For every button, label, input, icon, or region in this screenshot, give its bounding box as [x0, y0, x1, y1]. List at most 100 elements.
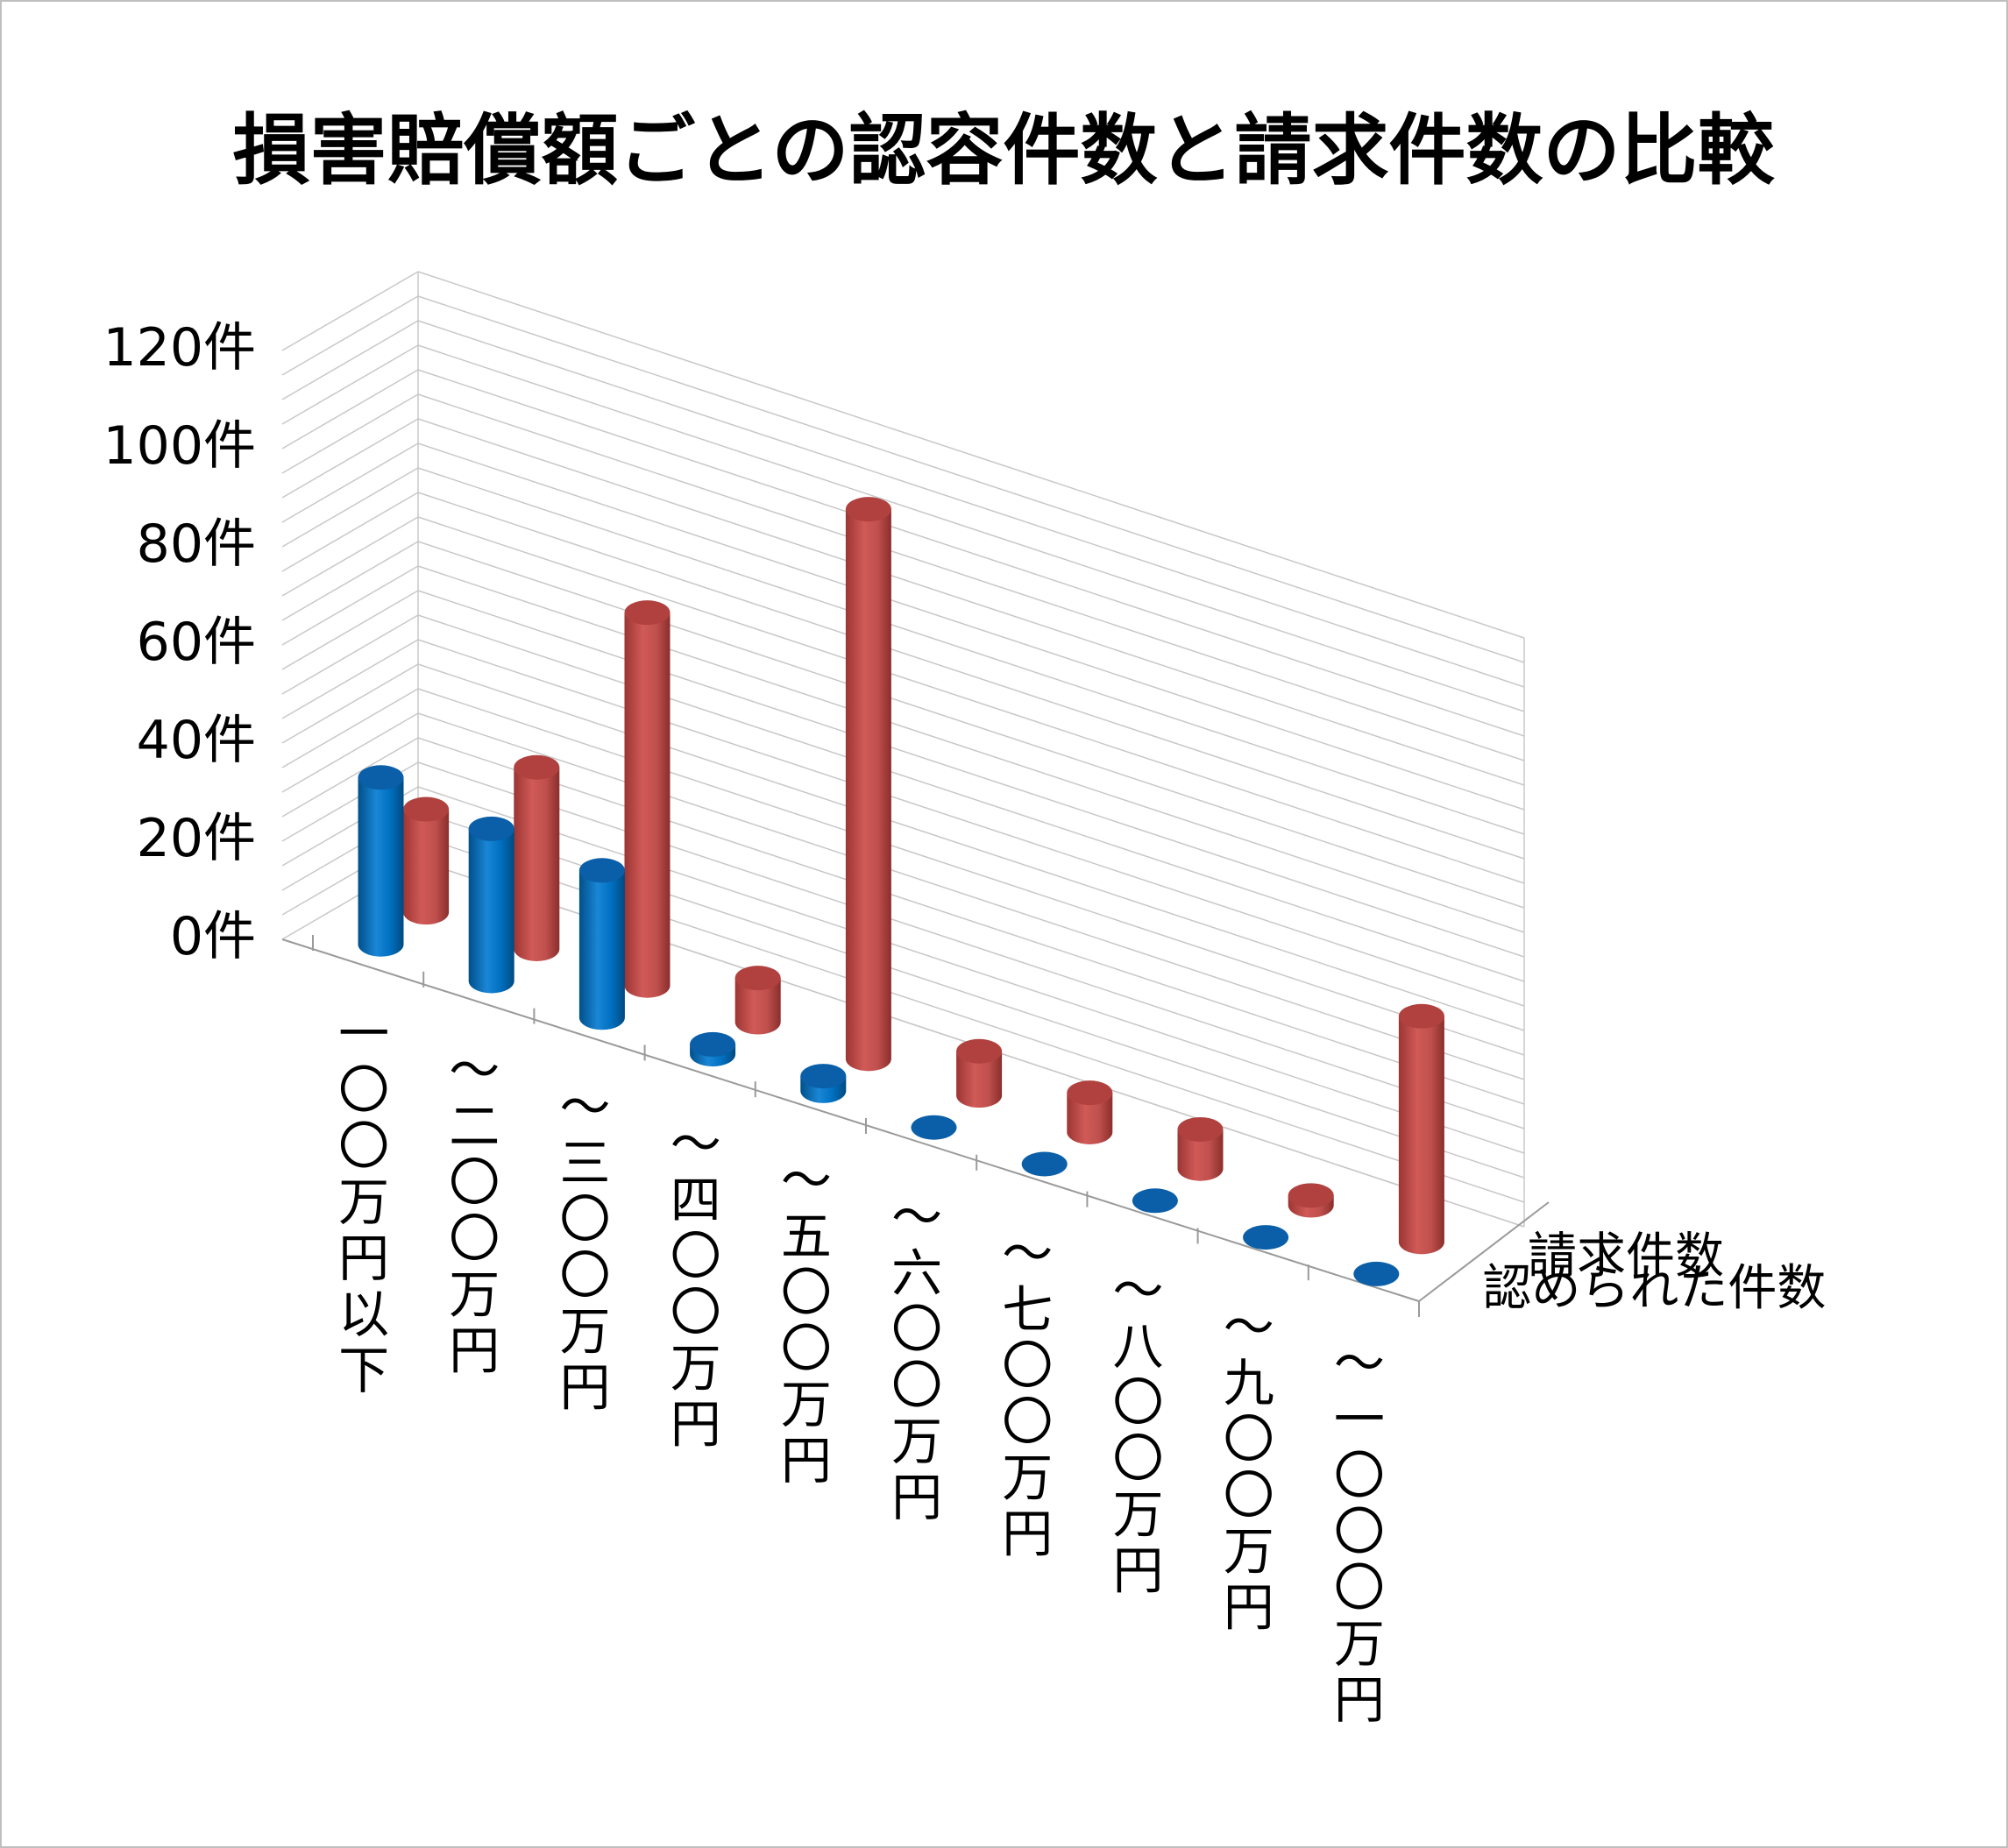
- bar-cylinder-top: [734, 966, 781, 991]
- grid-layer: [281, 271, 1525, 1228]
- side-gridline: [281, 492, 419, 572]
- category-label-char: 〇: [1002, 1336, 1053, 1396]
- y-tick-label: 60件: [137, 612, 256, 673]
- category-label-char: 〇: [1112, 1373, 1163, 1433]
- category-label-char: 万: [449, 1265, 500, 1325]
- category-label-char: ～: [781, 1151, 832, 1210]
- category-label-char: ～: [449, 1041, 500, 1101]
- category-label-char: 万: [671, 1338, 721, 1398]
- category-label-char: 〇: [559, 1190, 610, 1250]
- category-label-char: ～: [891, 1187, 942, 1247]
- y-tick-label: 80件: [137, 513, 256, 575]
- category-label-char: ～: [1002, 1224, 1053, 1284]
- category-label-char: 〇: [1334, 1558, 1385, 1618]
- side-gridline: [281, 443, 419, 523]
- category-label-char: 〇: [671, 1282, 721, 1342]
- bar-cylinder-top: [1177, 1116, 1224, 1142]
- category-label-char: ～: [559, 1078, 610, 1137]
- bar-cylinder-top: [845, 497, 891, 522]
- category-label-char: 〇: [338, 1060, 389, 1120]
- back-gridline: [417, 271, 1525, 639]
- category-label-char: 〇: [781, 1263, 832, 1322]
- bar-cylinder-top: [1067, 1080, 1113, 1106]
- label-layer: 0件20件40件60件80件100件120件請求件数認められた件数一〇〇万円以下…: [103, 317, 1826, 1730]
- back-gridline: [417, 492, 1525, 860]
- back-gridline: [417, 295, 1525, 663]
- category-label-char: 〇: [671, 1226, 721, 1285]
- back-gridline: [417, 737, 1525, 1105]
- bar-cylinder-body: [1067, 1093, 1113, 1144]
- bar-cylinder-top: [956, 1038, 1003, 1064]
- series-label: 認められた件数: [1482, 1260, 1826, 1317]
- category-label-char: 円: [1112, 1541, 1163, 1601]
- bar-cylinder-top: [690, 1031, 736, 1057]
- category-label-char: 万: [1002, 1448, 1053, 1508]
- category-label-char: 三: [559, 1134, 610, 1193]
- back-gridline: [417, 541, 1525, 909]
- y-tick-label: 100件: [103, 415, 256, 477]
- depth-axis-line: [1418, 1201, 1550, 1302]
- category-label-char: 五: [781, 1207, 832, 1266]
- category-label-char: 〇: [1334, 1502, 1385, 1561]
- bar-cylinder-body: [1398, 1016, 1444, 1255]
- bar-cylinder-top: [1353, 1261, 1400, 1286]
- side-gridline: [281, 565, 419, 646]
- bar-cylinder-top: [1398, 1003, 1444, 1029]
- bar-cylinder-body: [845, 509, 891, 1072]
- category-label-char: ～: [1224, 1297, 1274, 1356]
- category-label-char: ～: [671, 1114, 721, 1173]
- y-tick-label: 120件: [103, 317, 256, 379]
- category-label-char: 一: [1334, 1390, 1385, 1449]
- side-gridline: [281, 344, 419, 425]
- bar-cylinder-body: [1177, 1129, 1224, 1181]
- side-gridline: [281, 614, 419, 695]
- side-gridline: [281, 712, 419, 793]
- bar-cylinder-body: [624, 612, 671, 998]
- bar-cylinder-top: [1021, 1151, 1068, 1177]
- y-tick-label: 20件: [137, 808, 256, 869]
- category-label-char: 万: [559, 1302, 610, 1362]
- side-gridline: [281, 467, 419, 548]
- side-gridline: [281, 418, 419, 499]
- series-label: 請求件数: [1528, 1228, 1724, 1285]
- category-label-char: 万: [1224, 1521, 1274, 1581]
- y-tick-label: 40件: [137, 710, 256, 771]
- bar-cylinder-body: [358, 777, 404, 957]
- category-label-char: 円: [781, 1431, 832, 1490]
- chart-title: 損害賠償額ごとの認容件数と請求件数の比較: [232, 104, 1775, 195]
- category-label-char: 〇: [781, 1319, 832, 1378]
- back-gridline: [417, 565, 1525, 933]
- bar-cylinder-top: [403, 797, 450, 822]
- bar-cylinder-body: [403, 809, 450, 925]
- back-gridline: [417, 320, 1525, 688]
- side-gridline: [281, 688, 419, 768]
- back-gridline: [417, 393, 1525, 761]
- category-label-char: ～: [1334, 1334, 1385, 1393]
- category-label-char: 円: [338, 1228, 389, 1288]
- back-gridline: [417, 639, 1525, 1007]
- bar-cylinder-top: [624, 600, 671, 626]
- category-label-char: 八: [1112, 1317, 1163, 1377]
- side-gridline: [281, 737, 419, 818]
- category-label-char: 七: [1002, 1280, 1053, 1340]
- bar-cylinder-top: [1288, 1183, 1334, 1208]
- category-label-char: 〇: [1112, 1429, 1163, 1489]
- category-label-char: 〇: [1334, 1446, 1385, 1505]
- side-gridline: [281, 295, 419, 376]
- category-label-char: 一: [338, 1004, 389, 1064]
- category-label-char: 〇: [891, 1299, 942, 1359]
- back-gridline: [417, 467, 1525, 835]
- bar-cylinder-top: [578, 858, 625, 883]
- back-gridline: [417, 369, 1525, 737]
- category-label-char: 〇: [559, 1246, 610, 1306]
- category-label-char: 九: [1224, 1353, 1274, 1413]
